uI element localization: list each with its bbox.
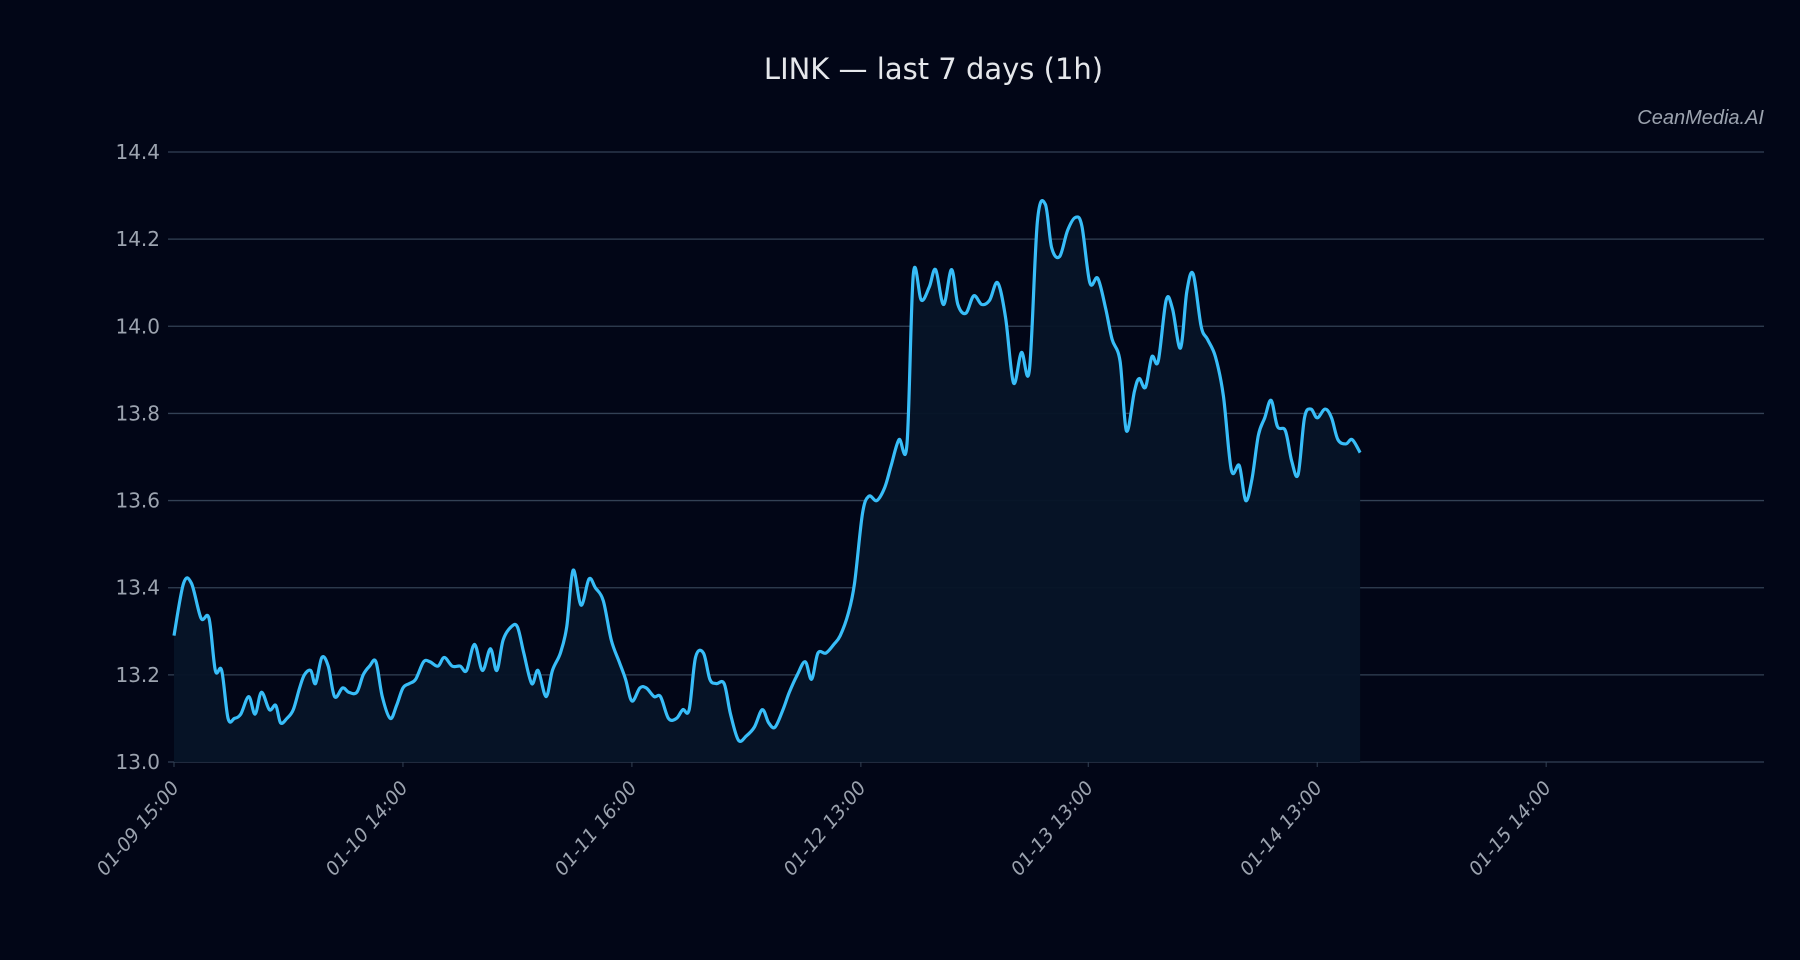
watermark: CeanMedia.AI (1637, 107, 1764, 129)
y-tick-label: 14.2 (115, 227, 160, 251)
x-tick-label: 01-11 16:00 (550, 777, 641, 880)
x-tick-label: 01-14 13:00 (1236, 777, 1327, 880)
y-tick-label: 13.8 (115, 401, 160, 425)
x-tick-label: 01-12 13:00 (779, 777, 870, 880)
x-tick-label: 01-15 14:00 (1465, 777, 1556, 880)
price-line (172, 199, 1362, 743)
y-axis-ticks: 13.0 13.2 13.4 13.6 13.8 14.0 14.2 14.4 (115, 140, 160, 774)
y-tick-label: 13.4 (115, 576, 160, 600)
y-tick-label: 13.2 (115, 663, 160, 687)
y-tick-label: 13.6 (115, 489, 160, 513)
price-area (174, 200, 1361, 763)
x-tick-label: 01-10 14:00 (321, 777, 412, 880)
x-tick-label: 01-09 15:00 (92, 777, 183, 880)
y-tick-label: 14.4 (115, 140, 160, 164)
x-axis-ticks: 01-09 15:00 01-10 14:00 01-11 16:00 01-12 1… (92, 762, 1556, 880)
y-tick-label: 14.0 (115, 314, 160, 338)
chart-title: LINK — last 7 days (1h) (763, 52, 1104, 86)
x-tick-label: 01-13 13:00 (1007, 777, 1098, 880)
y-tick-label: 13.0 (115, 750, 160, 774)
